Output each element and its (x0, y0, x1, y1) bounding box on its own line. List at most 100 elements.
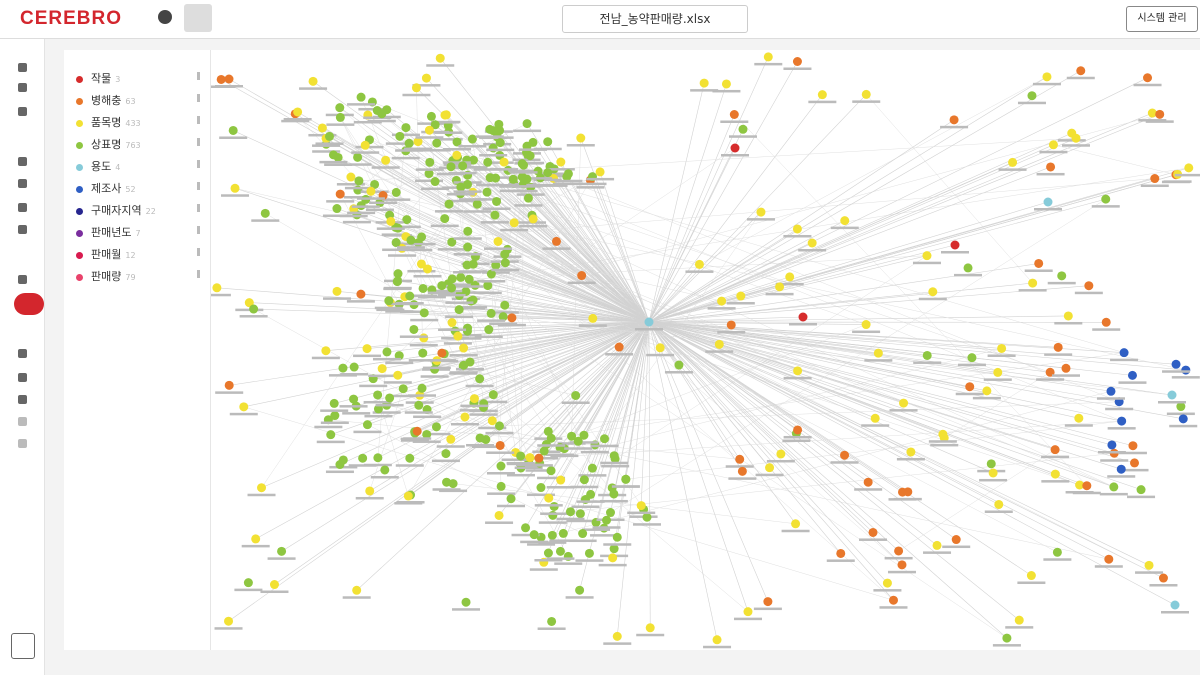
legend-item[interactable]: 작물 3 (76, 70, 204, 86)
node[interactable] (491, 260, 501, 270)
node[interactable] (873, 348, 883, 358)
node[interactable] (277, 546, 287, 556)
node[interactable] (224, 616, 234, 626)
node[interactable] (587, 463, 597, 473)
node[interactable] (807, 238, 817, 248)
node[interactable] (756, 207, 766, 217)
node[interactable] (409, 324, 419, 334)
node[interactable] (490, 210, 500, 220)
node[interactable] (575, 509, 585, 519)
node[interactable] (1101, 317, 1111, 327)
node[interactable] (721, 79, 731, 89)
node[interactable] (899, 398, 909, 408)
node[interactable] (418, 348, 428, 358)
node[interactable] (543, 168, 553, 178)
node[interactable] (459, 343, 469, 353)
node[interactable] (965, 382, 975, 392)
node[interactable] (414, 400, 424, 410)
node[interactable] (1053, 342, 1063, 352)
node[interactable] (335, 460, 345, 470)
node[interactable] (330, 411, 340, 421)
node[interactable] (1117, 416, 1127, 426)
node[interactable] (430, 120, 440, 130)
node[interactable] (951, 535, 961, 545)
node[interactable] (1136, 485, 1146, 495)
node[interactable] (416, 259, 426, 269)
node[interactable] (1061, 363, 1071, 373)
side-icon[interactable] (18, 225, 27, 234)
node[interactable] (395, 131, 405, 141)
node[interactable] (260, 208, 270, 218)
node[interactable] (584, 548, 594, 558)
node[interactable] (444, 199, 454, 209)
node[interactable] (422, 429, 432, 439)
node[interactable] (463, 179, 473, 189)
legend-item[interactable]: 판매량 79 (76, 268, 204, 284)
node[interactable] (392, 277, 402, 287)
node[interactable] (906, 447, 916, 457)
node[interactable] (543, 426, 553, 436)
node[interactable] (1076, 66, 1086, 76)
node[interactable] (452, 150, 462, 160)
node[interactable] (776, 449, 786, 459)
node[interactable] (1119, 348, 1129, 358)
node[interactable] (243, 578, 253, 588)
node[interactable] (556, 475, 566, 485)
node[interactable] (730, 143, 740, 153)
legend-item[interactable]: 병해충 63 (76, 92, 204, 108)
node[interactable] (963, 263, 973, 273)
node[interactable] (1107, 440, 1117, 450)
node[interactable] (404, 138, 414, 148)
node[interactable] (737, 466, 747, 476)
node[interactable] (437, 348, 447, 358)
node[interactable] (922, 350, 932, 360)
node[interactable] (468, 259, 478, 269)
node[interactable] (602, 515, 612, 525)
node[interactable] (539, 446, 549, 456)
node[interactable] (521, 523, 531, 533)
node[interactable] (528, 214, 538, 224)
node[interactable] (402, 215, 412, 225)
node[interactable] (493, 236, 503, 246)
node[interactable] (556, 157, 566, 167)
node[interactable] (575, 585, 585, 595)
node[interactable] (775, 282, 785, 292)
node[interactable] (456, 272, 466, 282)
node[interactable] (558, 528, 568, 538)
node[interactable] (655, 343, 665, 353)
node[interactable] (349, 394, 359, 404)
node[interactable] (360, 140, 370, 150)
node[interactable] (440, 110, 450, 120)
node[interactable] (544, 493, 554, 503)
node[interactable] (398, 384, 408, 394)
node[interactable] (391, 238, 401, 248)
node[interactable] (335, 103, 345, 113)
node[interactable] (441, 449, 451, 459)
collapse-button[interactable] (11, 633, 35, 659)
node[interactable] (447, 274, 457, 284)
node[interactable] (508, 174, 518, 184)
legend-item[interactable]: 판매년도 7 (76, 224, 204, 240)
chart-icon[interactable] (184, 4, 212, 32)
node[interactable] (496, 481, 506, 491)
node[interactable] (356, 289, 366, 299)
node[interactable] (986, 459, 996, 469)
node[interactable] (522, 174, 532, 184)
node[interactable] (418, 283, 428, 293)
node[interactable] (458, 161, 468, 171)
node[interactable] (525, 453, 535, 463)
node[interactable] (548, 510, 558, 520)
node[interactable] (486, 308, 496, 318)
node[interactable] (419, 308, 429, 318)
node[interactable] (464, 274, 474, 284)
node[interactable] (519, 160, 529, 170)
side-icon[interactable] (18, 203, 27, 212)
node[interactable] (338, 363, 348, 373)
node[interactable] (938, 429, 948, 439)
node[interactable] (377, 109, 387, 119)
node[interactable] (421, 73, 431, 83)
node[interactable] (452, 137, 462, 147)
node[interactable] (354, 176, 364, 186)
node[interactable] (579, 430, 589, 440)
node[interactable] (608, 553, 618, 563)
